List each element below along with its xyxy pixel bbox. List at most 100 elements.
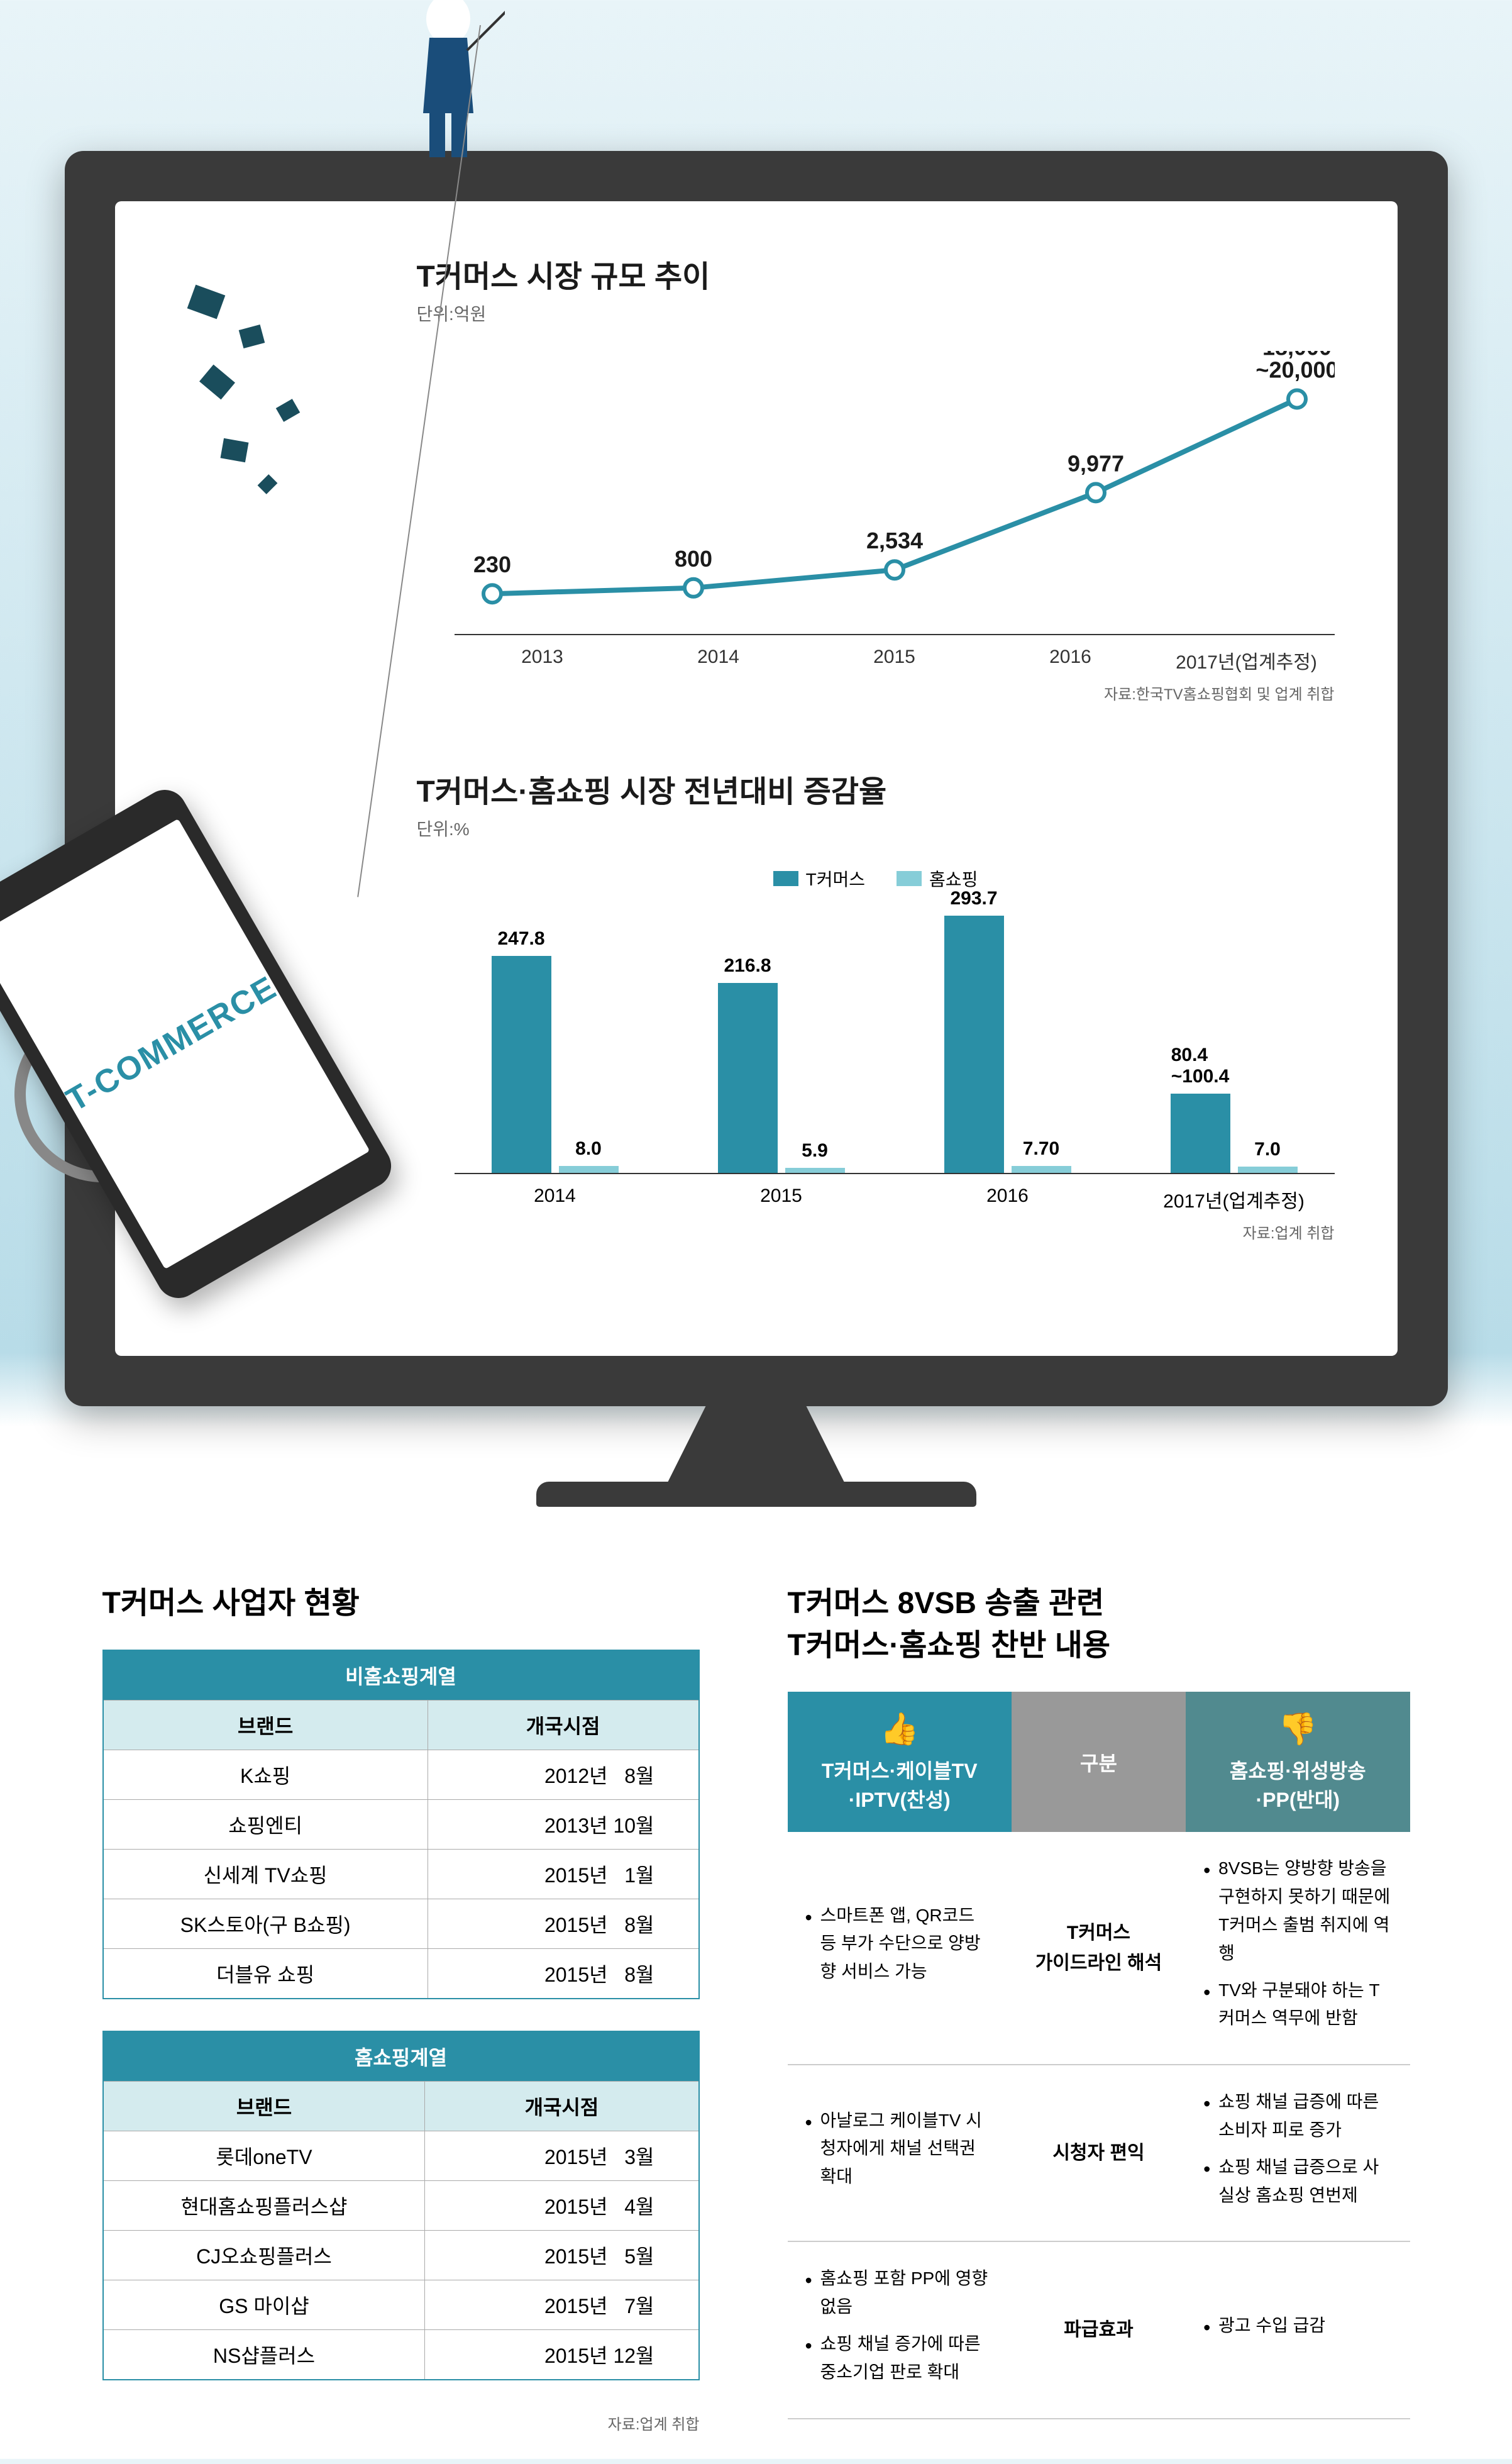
x-axis-label: 2016 — [983, 647, 1159, 674]
bar-tcommerce: 247.8 — [492, 956, 551, 1173]
svg-text:~20,000: ~20,000 — [1255, 357, 1335, 383]
date-cell: 2015년 8월 — [428, 1949, 698, 1999]
chart-title: T커머스·홈쇼핑 시장 전년대비 증감율 — [417, 767, 1335, 811]
non-homeshopping-table: 비홈쇼핑계열 브랜드개국시점 K쇼핑2012년 8월쇼핑엔티2013년 10월신… — [102, 1650, 700, 1999]
table-row: NS샵플러스2015년 12월 — [103, 2330, 699, 2380]
brand-cell: NS샵플러스 — [103, 2330, 425, 2380]
date-cell: 2012년 8월 — [428, 1750, 698, 1800]
svg-text:2,534: 2,534 — [866, 528, 922, 553]
table-row: 신세계 TV쇼핑2015년 1월 — [103, 1850, 699, 1899]
comparison-row: 홈쇼핑 포함 PP에 영향 없음쇼핑 채널 증가에 따른 중소기업 판로 확대 … — [788, 2241, 1410, 2418]
table-row: 더블유 쇼핑2015년 8월 — [103, 1949, 699, 1999]
bar-chart-area: 247.8 8.0 216.8 5.9 293.7 7.70 80.4~100.… — [455, 910, 1335, 1174]
x-axis-label: 2013 — [455, 647, 631, 674]
bar-group: 293.7 7.70 — [907, 910, 1108, 1173]
chart-unit: 단위:억원 — [417, 301, 1335, 326]
svg-text:230: 230 — [473, 552, 510, 577]
pro-cell: 아날로그 케이블TV 시청자에게 채널 선택권 확대 — [788, 2065, 1012, 2241]
brand-cell: 신세계 TV쇼핑 — [103, 1850, 428, 1899]
brand-cell: 더블유 쇼핑 — [103, 1949, 428, 1999]
legend-item: T커머스 — [773, 866, 865, 891]
x-axis-label: 2014 — [631, 647, 807, 674]
column-header: 개국시점 — [428, 1701, 698, 1750]
phone-screen-text: T-COMMERCE — [0, 819, 370, 1269]
bar-tcommerce: 216.8 — [718, 983, 778, 1173]
thumbs-down-icon: 👎 — [1198, 1711, 1397, 1748]
lower-info-section: T커머스 사업자 현황 비홈쇼핑계열 브랜드개국시점 K쇼핑2012년 8월쇼핑… — [65, 1582, 1448, 2434]
comparison-title: T커머스 8VSB 송출 관련 T커머스·홈쇼핑 찬반 내용 — [788, 1582, 1410, 1667]
x-axis-label: 2017년(업계추정) — [1134, 1185, 1335, 1213]
brand-cell: 롯데oneTV — [103, 2131, 425, 2181]
monitor-stand — [631, 1406, 882, 1482]
x-axis-label: 2015 — [807, 647, 983, 674]
homeshopping-table: 홈쇼핑계열 브랜드개국시점 롯데oneTV2015년 3월현대홈쇼핑플러스샵20… — [102, 2031, 700, 2380]
line-chart-svg: 2308002,5349,97718,000~20,000 — [455, 351, 1335, 634]
table-source: 자료:업계 취합 — [102, 2412, 700, 2434]
date-cell: 2015년 12월 — [425, 2330, 699, 2380]
comparison-row: 아날로그 케이블TV 시청자에게 채널 선택권 확대 시청자 편익 쇼핑 채널 … — [788, 2065, 1410, 2241]
svg-text:9,977: 9,977 — [1067, 450, 1123, 476]
column-header: 브랜드 — [103, 1701, 428, 1750]
category-cell: 파급효과 — [1012, 2241, 1186, 2418]
bar-homeshopping: 7.0 — [1238, 1167, 1298, 1173]
brand-cell: CJ오쇼핑플러스 — [103, 2231, 425, 2280]
date-cell: 2015년 1월 — [428, 1850, 698, 1899]
column-header: 개국시점 — [425, 2082, 699, 2131]
column-header: 브랜드 — [103, 2082, 425, 2131]
bar-homeshopping: 5.9 — [785, 1168, 845, 1173]
date-cell: 2015년 7월 — [425, 2280, 699, 2330]
con-header: 👎 홈쇼핑·위성방송 ·PP(반대) — [1186, 1692, 1410, 1832]
con-cell: 8VSB는 양방향 방송을 구현하지 못하기 때문에 T커머스 출범 취지에 역… — [1186, 1832, 1410, 2065]
fisherman-svg — [392, 0, 505, 164]
comparison-column: T커머스 8VSB 송출 관련 T커머스·홈쇼핑 찬반 내용 👍 T커머스·케이… — [788, 1582, 1410, 2434]
category-cell: T커머스 가이드라인 해석 — [1012, 1832, 1186, 2065]
operators-title: T커머스 사업자 현황 — [102, 1582, 700, 1624]
fisherman-illustration — [392, 0, 505, 167]
bar-legend: T커머스홈쇼핑 — [417, 866, 1335, 891]
category-cell: 시청자 편익 — [1012, 2065, 1186, 2241]
bar-group: 80.4~100.4 7.0 — [1134, 910, 1335, 1173]
chart-unit: 단위:% — [417, 816, 1335, 841]
table-row: 현대홈쇼핑플러스샵2015년 4월 — [103, 2181, 699, 2231]
thumbs-up-icon: 👍 — [800, 1711, 999, 1748]
con-cell: 광고 수입 급감 — [1186, 2241, 1410, 2418]
comparison-table: 👍 T커머스·케이블TV ·IPTV(찬성) 구분 👎 홈쇼핑·위성방송 ·PP… — [788, 1692, 1410, 2419]
date-cell: 2013년 10월 — [428, 1800, 698, 1850]
date-cell: 2015년 5월 — [425, 2231, 699, 2280]
brand-cell: SK스토아(구 B쇼핑) — [103, 1899, 428, 1949]
monitor-screen: T-COMMERCE T커머스 시장 규모 추이 단위:억원 2308002,5… — [115, 201, 1398, 1356]
date-cell: 2015년 4월 — [425, 2181, 699, 2231]
x-axis-label: 2016 — [907, 1185, 1108, 1213]
bar-x-axis: 2014201520162017년(업계추정) — [455, 1174, 1335, 1213]
bar-group: 216.8 5.9 — [681, 910, 882, 1173]
table-header: 비홈쇼핑계열 — [103, 1650, 699, 1701]
monitor-frame: T-COMMERCE T커머스 시장 규모 추이 단위:억원 2308002,5… — [65, 151, 1448, 1406]
table-header: 홈쇼핑계열 — [103, 2031, 699, 2082]
table-row: GS 마이샵2015년 7월 — [103, 2280, 699, 2330]
brand-cell: GS 마이샵 — [103, 2280, 425, 2330]
date-cell: 2015년 8월 — [428, 1899, 698, 1949]
brand-cell: 현대홈쇼핑플러스샵 — [103, 2181, 425, 2231]
monitor-base — [536, 1482, 976, 1507]
bar-tcommerce: 80.4~100.4 — [1171, 1094, 1230, 1173]
bar-homeshopping: 7.70 — [1012, 1166, 1071, 1173]
table-row: K쇼핑2012년 8월 — [103, 1750, 699, 1800]
x-axis-label: 2015 — [681, 1185, 882, 1213]
shatter-effect — [165, 277, 385, 528]
category-header: 구분 — [1012, 1692, 1186, 1832]
table-row: 롯데oneTV2015년 3월 — [103, 2131, 699, 2181]
pro-cell: 스마트폰 앱, QR코드 등 부가 수단으로 양방향 서비스 가능 — [788, 1832, 1012, 2065]
date-cell: 2015년 3월 — [425, 2131, 699, 2181]
chart-title: T커머스 시장 규모 추이 — [417, 252, 1335, 296]
pro-cell: 홈쇼핑 포함 PP에 영향 없음쇼핑 채널 증가에 따른 중소기업 판로 확대 — [788, 2241, 1012, 2418]
svg-text:800: 800 — [674, 546, 712, 572]
bar-group: 247.8 8.0 — [455, 910, 656, 1173]
table-row: 쇼핑엔티2013년 10월 — [103, 1800, 699, 1850]
bar-homeshopping: 8.0 — [559, 1166, 619, 1173]
bar-tcommerce: 293.7 — [944, 916, 1004, 1173]
con-cell: 쇼핑 채널 급증에 따른 소비자 피로 증가쇼핑 채널 급증으로 사실상 홈쇼핑… — [1186, 2065, 1410, 2241]
table-row: SK스토아(구 B쇼핑)2015년 8월 — [103, 1899, 699, 1949]
brand-cell: 쇼핑엔티 — [103, 1800, 428, 1850]
comparison-row: 스마트폰 앱, QR코드 등 부가 수단으로 양방향 서비스 가능 T커머스 가… — [788, 1832, 1410, 2065]
pro-header: 👍 T커머스·케이블TV ·IPTV(찬성) — [788, 1692, 1012, 1832]
